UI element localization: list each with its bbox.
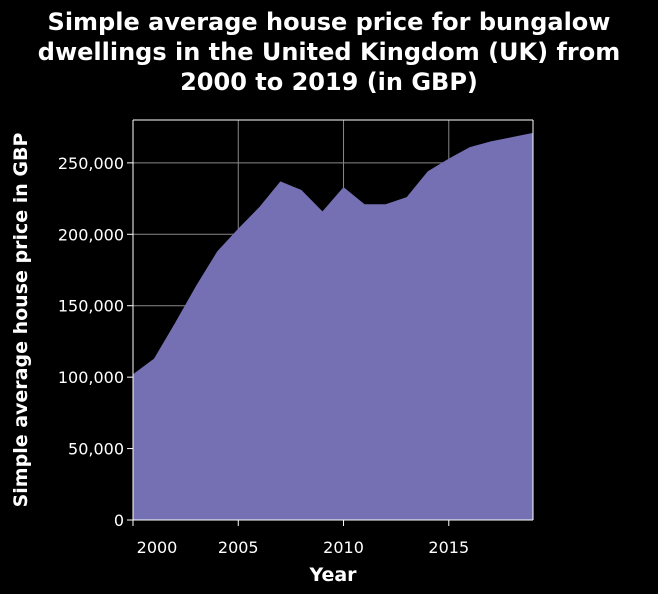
chart-title-line-3: 2000 to 2019 (in GBP) [180, 68, 478, 96]
x-tick-label: 2005 [218, 538, 259, 557]
y-tick-label: 200,000 [58, 225, 124, 244]
y-tick-label: 0 [114, 511, 124, 530]
x-tick-label: 2010 [323, 538, 364, 557]
x-tick-label: 2015 [428, 538, 469, 557]
chart-title-line-2: dwellings in the United Kingdom (UK) fro… [38, 38, 620, 66]
y-axis-ticks: 0 50,000 100,000 150,000 200,000 250,000 [58, 154, 133, 530]
y-tick-label: 150,000 [58, 297, 124, 316]
x-tick-label: 2000 [137, 538, 178, 557]
axes [132, 119, 534, 521]
chart-title-line-1: Simple average house price for bungalow [48, 8, 611, 36]
x-axis-label: Year [308, 564, 357, 586]
y-axis-label: Simple average house price in GBP [10, 133, 32, 508]
y-tick-label: 250,000 [58, 154, 124, 173]
y-tick-label: 50,000 [68, 440, 124, 459]
chart-title: Simple average house price for bungalow … [38, 8, 620, 96]
y-tick-label: 100,000 [58, 368, 124, 387]
x-axis-ticks: 2000 2005 2010 2015 [132, 520, 469, 557]
plot-area: 2000 2005 2010 2015 0 50,000 100,000 150,000 20… [58, 119, 534, 557]
area-series [133, 132, 533, 520]
